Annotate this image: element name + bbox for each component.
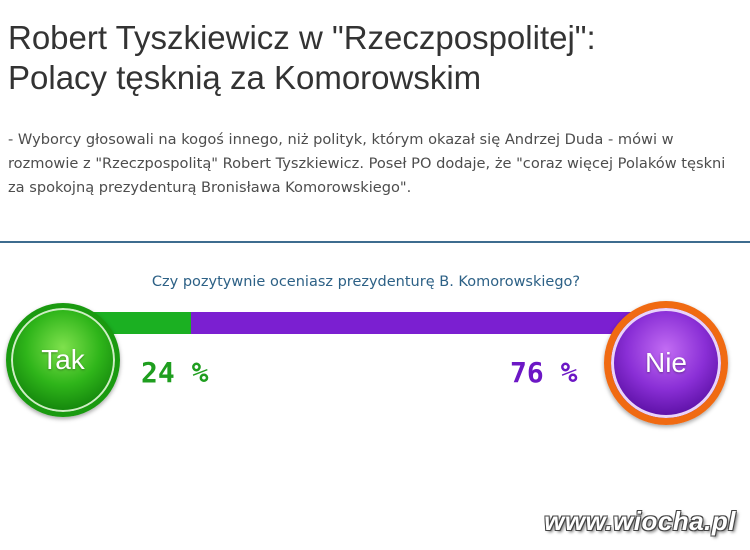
no-percent: 76 % (510, 356, 578, 389)
poll-question: Czy pozytywnie oceniasz prezydenturę B. … (151, 274, 581, 290)
section-divider (0, 241, 750, 243)
site-watermark: www.wiocha.pl (544, 506, 736, 536)
headline-line-2: Polacy tęsknią za Komorowskim (8, 59, 482, 96)
vote-yes-button[interactable]: Tak (6, 303, 120, 417)
poll-bar-no-segment (191, 312, 660, 334)
poll-result-bar (80, 312, 660, 334)
article-headline: Robert Tyszkiewicz w "Rzeczpospolitej": … (8, 18, 708, 98)
headline-line-1: Robert Tyszkiewicz w "Rzeczpospolitej": (8, 19, 596, 56)
vote-no-label: Nie (644, 347, 687, 378)
article-lead: - Wyborcy głosowali na kogoś innego, niż… (8, 131, 726, 196)
yes-percent: 24 % (141, 356, 209, 389)
vote-yes-label: Tak (41, 344, 85, 375)
vote-no-button[interactable]: Nie (604, 301, 728, 425)
